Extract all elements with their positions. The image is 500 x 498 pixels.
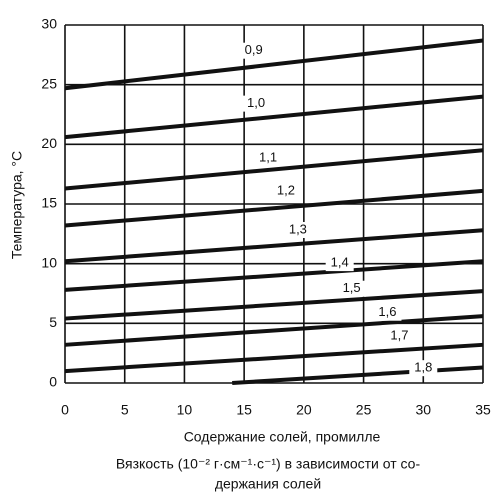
y-tick-label: 20 <box>41 135 57 151</box>
x-tick-label: 20 <box>296 402 312 418</box>
x-tick-label: 5 <box>121 402 129 418</box>
isoline <box>232 365 484 385</box>
line-label: 1,2 <box>277 183 295 198</box>
isoline <box>64 342 484 374</box>
label-background <box>325 255 354 272</box>
line-label: 1,0 <box>247 95 265 110</box>
label-background <box>337 280 366 297</box>
label-background <box>271 183 300 200</box>
line-label: 1,5 <box>343 280 361 295</box>
isoline <box>64 148 484 191</box>
line-label: 1,7 <box>390 328 408 343</box>
isoline <box>64 228 484 264</box>
isoline <box>64 259 484 292</box>
line-label: 1,3 <box>289 221 307 236</box>
y-tick-label: 15 <box>41 195 57 211</box>
line-label: 1,6 <box>378 304 396 319</box>
x-tick-label: 25 <box>356 402 372 418</box>
isoline <box>64 289 484 321</box>
isoline <box>64 38 484 91</box>
label-background <box>242 95 271 112</box>
label-background <box>373 304 402 321</box>
line-label: 1,8 <box>414 360 432 375</box>
label-background <box>385 328 414 345</box>
caption: Вязкость (10⁻² г·см⁻¹·с⁻¹) в зависимости… <box>116 456 421 472</box>
y-tick-label: 30 <box>41 16 57 32</box>
x-tick-label: 0 <box>61 402 69 418</box>
y-tick-label: 5 <box>49 314 57 330</box>
line-label: 1,4 <box>331 255 349 270</box>
y-tick-label: 25 <box>41 75 57 91</box>
label-background <box>254 149 283 166</box>
line-label: 1,1 <box>259 149 277 164</box>
x-tick-label: 35 <box>475 402 491 418</box>
isoline <box>64 314 484 347</box>
line-label: 0,9 <box>245 42 263 57</box>
label-background <box>409 360 438 377</box>
isoline <box>64 188 484 228</box>
y-tick-label: 10 <box>41 254 57 270</box>
caption: держания солей <box>215 476 321 492</box>
y-tick-label: 0 <box>49 374 57 390</box>
x-tick-label: 30 <box>415 402 431 418</box>
x-axis-label: Содержание солей, промилле <box>184 429 381 445</box>
x-tick-label: 15 <box>236 402 252 418</box>
isoline <box>64 94 484 140</box>
label-background <box>283 221 312 238</box>
label-background <box>239 42 268 59</box>
x-tick-label: 10 <box>177 402 193 418</box>
y-axis-label: Температура, °С <box>9 151 25 259</box>
